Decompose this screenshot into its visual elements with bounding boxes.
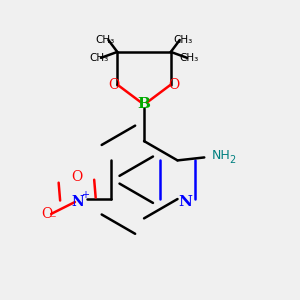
Text: 2: 2 — [230, 155, 236, 165]
Text: O: O — [71, 170, 82, 184]
Text: CH₃: CH₃ — [90, 53, 109, 63]
Text: O: O — [109, 78, 120, 92]
Text: NH: NH — [212, 149, 230, 162]
Text: ⁻: ⁻ — [49, 213, 56, 226]
Text: N: N — [178, 195, 192, 209]
Text: CH₃: CH₃ — [96, 35, 115, 45]
Text: O: O — [41, 207, 52, 221]
Text: CH₃: CH₃ — [173, 35, 192, 45]
Text: CH₃: CH₃ — [179, 53, 198, 63]
Text: B: B — [138, 97, 151, 111]
Text: N: N — [71, 195, 84, 209]
Text: +: + — [81, 190, 89, 200]
Text: O: O — [168, 78, 179, 92]
